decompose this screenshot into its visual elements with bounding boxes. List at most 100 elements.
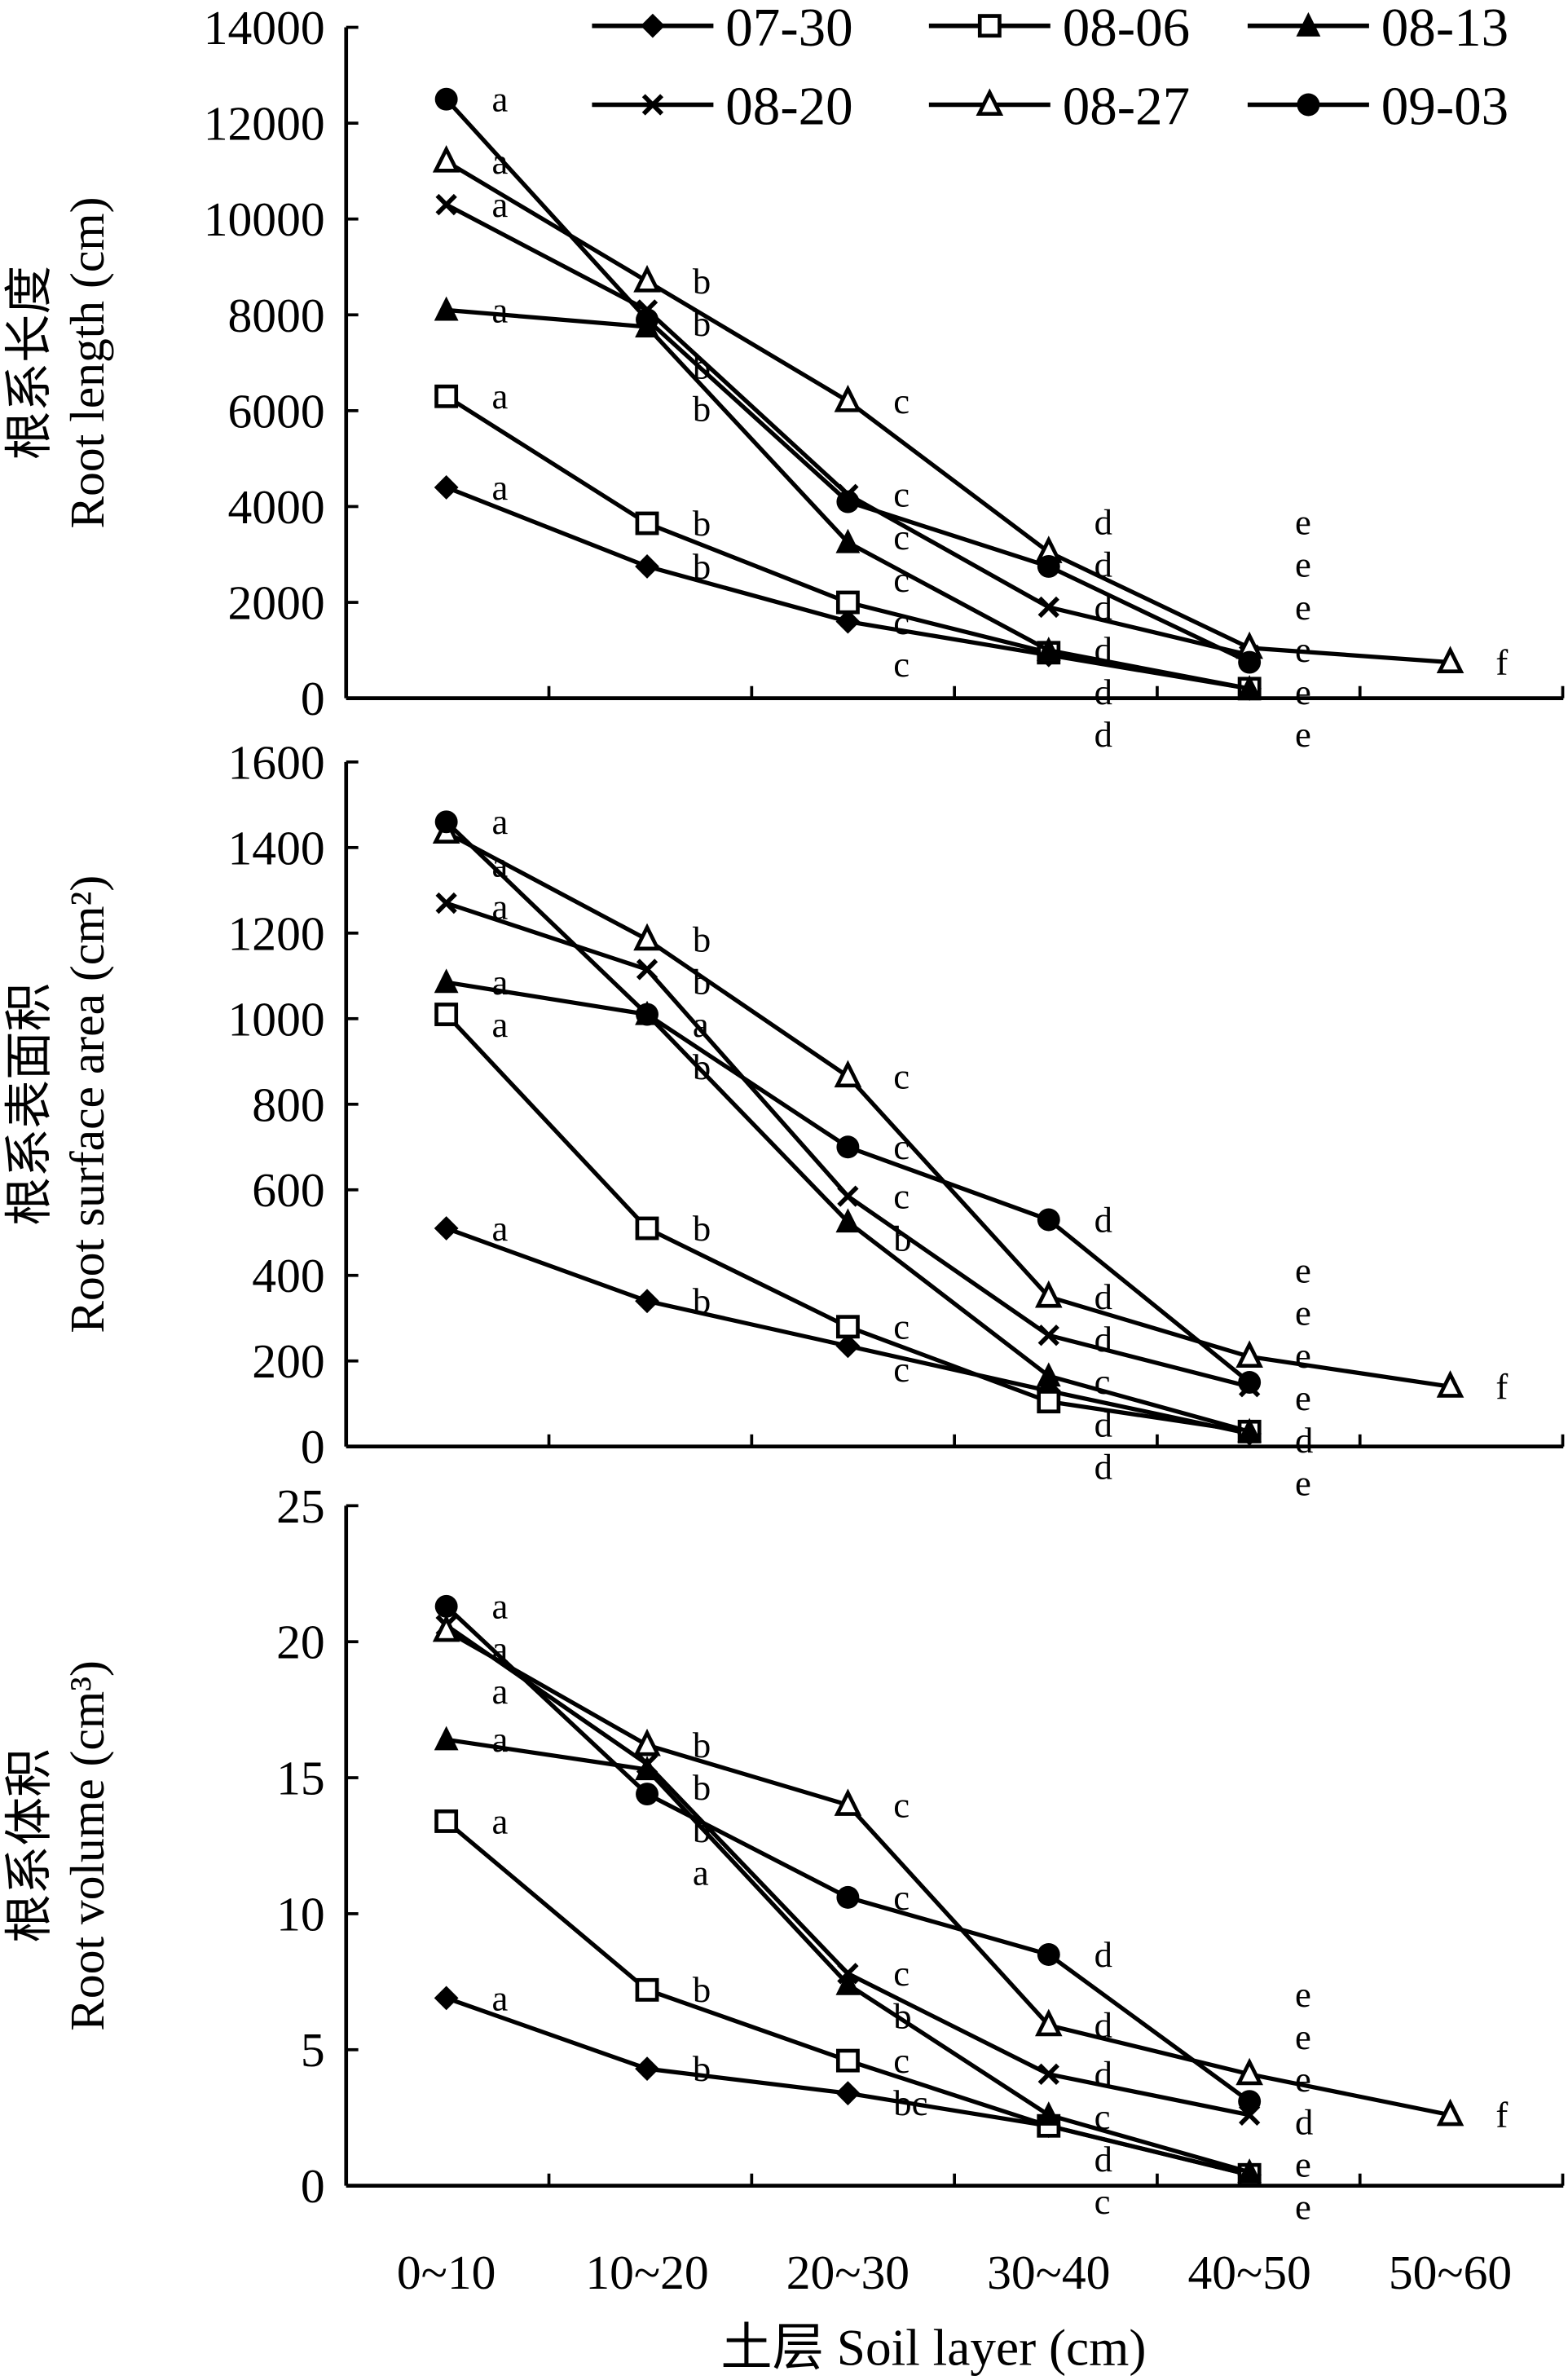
- significance-letter: c: [893, 1349, 910, 1390]
- legend-entry-08-20: 08-20: [592, 76, 853, 137]
- y-tick-label: 25: [276, 1479, 325, 1533]
- significance-letter: e: [1295, 672, 1311, 712]
- data-point: [1037, 1324, 1059, 1346]
- legend-label: 07-30: [725, 0, 852, 58]
- significance-letter: b: [693, 1208, 711, 1249]
- significance-letter: c: [893, 1784, 910, 1825]
- legend-label: 08-06: [1063, 0, 1190, 58]
- legend-entry-07-30: 07-30: [592, 0, 853, 58]
- significance-letter: a: [492, 1719, 509, 1760]
- data-point: [636, 959, 658, 981]
- data-point: [835, 1208, 861, 1233]
- significance-letter: c: [893, 381, 910, 421]
- series-line: [444, 1604, 1251, 2104]
- x-tick-label: 40~50: [1187, 2246, 1310, 2299]
- significance-letter: e: [1295, 502, 1311, 543]
- legend-entry-08-13: 08-13: [1247, 0, 1509, 58]
- significance-letter: b: [693, 261, 711, 302]
- y-tick-label: 1200: [228, 906, 325, 960]
- data-point: [835, 2048, 860, 2073]
- significance-letter: a: [492, 962, 509, 1003]
- data-point: [635, 554, 659, 579]
- series-line: [445, 159, 1451, 665]
- significance-letter: b: [693, 1969, 711, 2010]
- x-tick-label: 30~40: [987, 2246, 1110, 2299]
- panel-2: 0 200 400 600 800 1000 1200 1400 1600 根系表面积 Root s…: [2, 735, 1565, 1503]
- data-point: [1238, 1371, 1262, 1394]
- data-point: [1037, 1390, 1061, 1414]
- significance-letter: e: [1295, 714, 1311, 755]
- significance-letter: d: [1295, 1420, 1313, 1461]
- data-point: [633, 923, 661, 951]
- data-point: [835, 590, 860, 615]
- legend-entry-08-27: 08-27: [928, 76, 1190, 137]
- significance-letter: c: [893, 1877, 910, 1918]
- significance-letter: b: [893, 1995, 911, 2036]
- significance-letter: e: [1295, 2059, 1311, 2100]
- y-tick-label: 14000: [204, 1, 325, 55]
- data-point: [1237, 675, 1262, 699]
- x-tick-label: 0~10: [397, 2246, 496, 2299]
- significance-letter: b: [693, 1725, 711, 1765]
- data-point: [434, 475, 459, 500]
- significance-letter: f: [1495, 1366, 1508, 1407]
- significance-letter: d: [1095, 1446, 1112, 1487]
- significance-letter: d: [1295, 2101, 1313, 2142]
- data-point: [434, 296, 459, 321]
- data-point: [434, 1003, 459, 1026]
- y-axis-title-cn: 根系体积: [2, 1748, 56, 1942]
- significance-letter: b: [693, 546, 711, 587]
- y-tick-label: 1400: [228, 821, 325, 875]
- data-point: [835, 528, 861, 553]
- significance-letter: f: [1495, 2095, 1508, 2135]
- significance-letter: c: [1095, 2096, 1111, 2137]
- series-09-03: a b c d e: [434, 79, 1311, 674]
- data-point: [1036, 1362, 1061, 1387]
- data-point: [635, 511, 659, 536]
- data-point: [1037, 554, 1060, 578]
- significance-letter: a: [492, 801, 509, 842]
- significance-letter: d: [1095, 672, 1112, 712]
- data-point: [1034, 2008, 1063, 2037]
- significance-letter: e: [1295, 1974, 1311, 2015]
- data-point: [636, 1753, 658, 1775]
- y-tick-label: 10000: [204, 192, 325, 246]
- series-09-03: a b c d e: [434, 801, 1311, 1394]
- significance-letter: a: [492, 289, 509, 330]
- y-tick-label: 4000: [228, 480, 325, 534]
- data-point: [1436, 1370, 1464, 1398]
- significance-letter: e: [1295, 544, 1311, 585]
- data-point: [835, 2081, 861, 2106]
- significance-letter: a: [492, 79, 509, 120]
- series-08-06: a b c d e: [434, 376, 1311, 712]
- series-line: [445, 831, 1451, 1389]
- significance-letter: c: [893, 517, 910, 558]
- legend-label: 08-20: [725, 76, 852, 137]
- y-tick-label: 600: [252, 1163, 324, 1217]
- data-point: [434, 1216, 459, 1241]
- data-point: [1237, 1417, 1262, 1443]
- significance-letter: c: [893, 1176, 910, 1217]
- y-tick-label: 10: [276, 1887, 325, 1941]
- data-point: [835, 1970, 861, 1995]
- significance-letter: e: [1295, 629, 1311, 670]
- significance-letter: e: [1295, 1462, 1311, 1503]
- data-point: [635, 1756, 659, 1781]
- panel-1: 0 2000 4000 6000 8000 10000 12000 14000 根系长度 Root…: [2, 1, 1565, 755]
- significance-letter: d: [1095, 714, 1112, 755]
- significance-letter: d: [1095, 629, 1112, 670]
- significance-letter: e: [1295, 1250, 1311, 1291]
- legend-marker-filled-circle-icon: [1297, 93, 1320, 117]
- data-point: [1037, 1208, 1060, 1232]
- data-point: [434, 810, 458, 834]
- series-line: [445, 202, 1250, 658]
- data-point: [1036, 2101, 1061, 2126]
